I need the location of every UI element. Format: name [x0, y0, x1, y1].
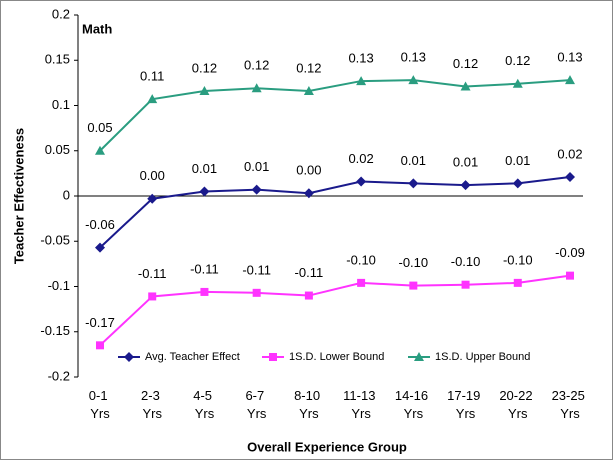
marker [408, 178, 419, 189]
data-label: 0.01 [505, 153, 530, 168]
data-label: 0.05 [87, 120, 112, 135]
series-line [99, 176, 571, 249]
marker [409, 281, 418, 290]
x-tick-label: 2-3 Yrs [141, 388, 163, 421]
data-label: -0.11 [190, 261, 219, 276]
data-label: 0.12 [453, 56, 478, 71]
y-tick-label: 0.05 [45, 142, 70, 157]
data-label: -0.11 [138, 266, 167, 281]
data-label: 0.11 [140, 69, 164, 84]
data-label: -0.11 [242, 262, 271, 277]
marker [512, 78, 523, 88]
marker [460, 180, 471, 191]
y-tick-label: 0.1 [52, 97, 70, 112]
marker [200, 287, 209, 296]
data-label: 0.12 [244, 58, 269, 73]
data-label: -0.09 [555, 245, 585, 260]
marker [251, 83, 262, 93]
y-tick-label: -0.05 [40, 233, 70, 248]
y-tick-label: -0.15 [40, 323, 70, 338]
x-tick-label: 11-13 Yrs [343, 388, 379, 421]
y-tick-label: -0.2 [48, 368, 70, 383]
data-label: -0.10 [503, 252, 533, 267]
marker [356, 176, 367, 187]
marker [356, 76, 367, 86]
marker [251, 184, 262, 195]
marker [252, 288, 261, 297]
data-label: 0.12 [296, 60, 321, 75]
x-tick-label: 6-7 Yrs [245, 388, 267, 421]
data-label: 0.12 [505, 53, 530, 68]
data-label: 0.13 [401, 50, 426, 65]
data-label: -0.10 [399, 255, 429, 270]
marker [303, 86, 314, 96]
marker [566, 271, 574, 280]
x-tick-label: 4-5 Yrs [193, 388, 215, 421]
data-label: 0.12 [192, 60, 217, 75]
data-label: 0.01 [453, 155, 478, 170]
y-tick-label: 0.15 [45, 52, 70, 67]
legend-label: 1S.D. Lower Bound [289, 351, 384, 363]
marker [95, 145, 105, 155]
x-tick-label: 17-19 Yrs [447, 388, 484, 421]
y-axis-label: Teacher Effectiveness [11, 128, 26, 264]
data-label: -0.11 [295, 265, 324, 280]
marker [147, 94, 158, 104]
series-line [99, 79, 571, 152]
marker [95, 242, 105, 253]
x-tick-label: 8-10 Yrs [294, 388, 324, 421]
data-label: 0.01 [192, 161, 217, 176]
data-label: 0.01 [401, 153, 426, 168]
marker [565, 75, 575, 85]
data-label: -0.06 [85, 217, 115, 232]
y-tick-label: 0.2 [52, 6, 70, 21]
legend-label: 1S.D. Upper Bound [435, 351, 530, 363]
data-label: 0.02 [557, 146, 582, 161]
x-tick-label: 0-1 Yrs [89, 388, 111, 421]
x-tick-label: 20-22 Yrs [499, 388, 536, 421]
marker [357, 278, 366, 287]
legend-marker [124, 352, 134, 362]
x-tick-label: 14-16 Yrs [395, 388, 432, 421]
marker [304, 291, 313, 300]
data-label: 0.13 [348, 51, 373, 66]
marker [303, 188, 314, 199]
y-tick-label: -0.1 [48, 278, 70, 293]
data-label: -0.10 [346, 252, 376, 267]
legend-label: Avg. Teacher Effect [145, 351, 240, 363]
legend-marker [269, 353, 277, 361]
marker [565, 171, 575, 182]
marker [199, 186, 210, 197]
legend: Avg. Teacher Effect 1S.D. Lower Bound 1S.D… [118, 351, 530, 363]
data-label: 0.02 [348, 151, 373, 166]
data-label: 0.00 [296, 163, 321, 178]
marker [460, 81, 471, 91]
marker [461, 280, 470, 289]
data-label: -0.10 [451, 254, 481, 269]
series-line [99, 274, 571, 347]
x-tick-label: 23-25 Yrs [552, 388, 589, 421]
marker [147, 193, 158, 204]
marker [408, 75, 419, 85]
data-label: 0.01 [244, 159, 269, 174]
legend-marker [414, 352, 424, 361]
marker [512, 178, 523, 189]
marker [96, 341, 104, 350]
marker [199, 86, 210, 96]
data-label: -0.17 [85, 315, 115, 330]
data-label: 0.13 [557, 50, 582, 65]
data-label: 0.00 [140, 168, 165, 183]
marker [148, 292, 157, 301]
x-axis-label: Overall Experience Group [247, 439, 407, 454]
marker [513, 278, 522, 287]
chart-title: Math [82, 21, 112, 36]
y-tick-label: 0 [63, 187, 70, 202]
